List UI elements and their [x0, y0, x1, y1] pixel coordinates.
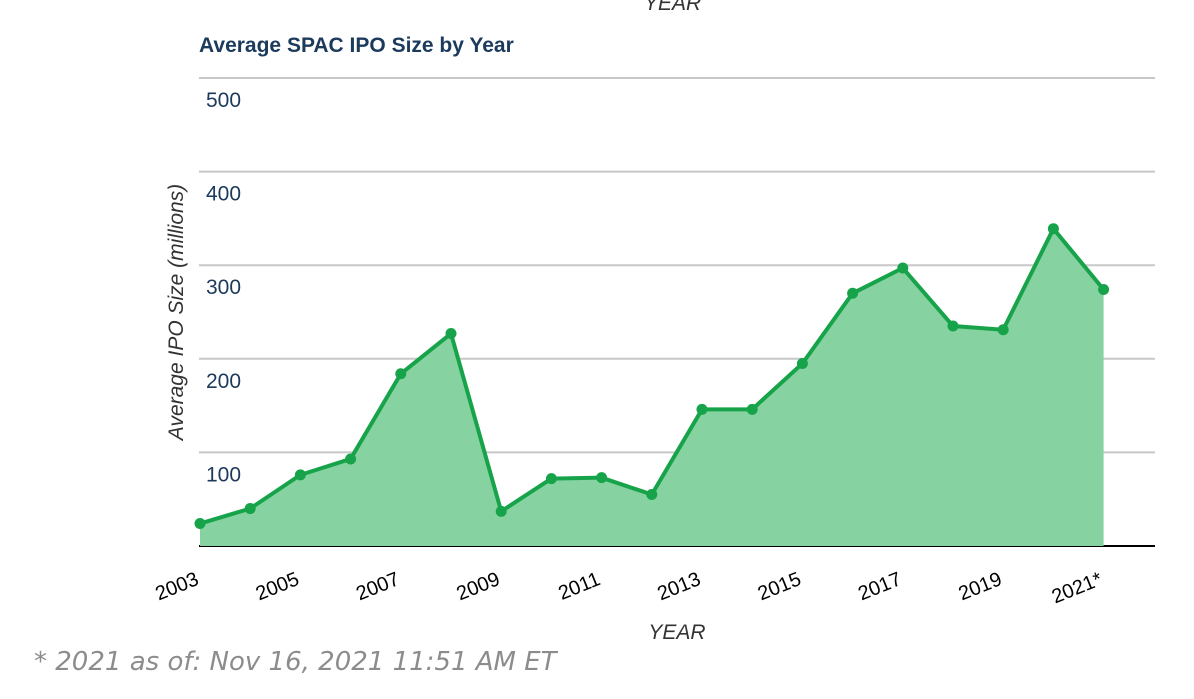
x-tick-labels: 2003 2005 2007 2009 2011 2013 2015 2017 2019 2021…: [152, 568, 1105, 608]
data-point-2017: [897, 262, 909, 274]
chart-title: Average SPAC IPO Size by Year: [199, 34, 514, 57]
data-point-2005: [294, 469, 306, 481]
x-tick-2007: 2007: [353, 568, 403, 605]
y-tick-300: 300: [206, 276, 241, 299]
x-tick-2003: 2003: [152, 568, 202, 605]
y-tick-400: 400: [206, 183, 241, 206]
area-fill: [200, 228, 1104, 547]
x-tick-2005: 2005: [253, 568, 303, 605]
data-point-2006: [345, 453, 357, 465]
y-tick-labels: 100 200 300 400 500: [206, 89, 241, 486]
data-point-2007: [395, 368, 407, 380]
data-point-2004: [244, 503, 256, 515]
data-point-2009: [495, 505, 507, 517]
area-fill-layer: [200, 228, 1104, 547]
data-point-2020: [1047, 223, 1059, 235]
data-point-2008: [445, 328, 457, 340]
data-point-2013: [696, 403, 708, 415]
data-point-2018: [947, 320, 959, 332]
footnote: * 2021 as of: Nov 16, 2021 11:51 AM ET: [34, 647, 557, 677]
x-axis-label: YEAR: [648, 621, 705, 644]
data-point-2019: [997, 324, 1009, 336]
x-tick-2019: 2019: [956, 568, 1006, 605]
y-tick-500: 500: [206, 89, 241, 112]
x-tick-2009: 2009: [454, 568, 504, 605]
x-tick-2015: 2015: [755, 568, 805, 605]
data-point-2012: [646, 489, 658, 501]
data-point-2016: [847, 287, 859, 299]
x-tick-2021*: 2021*: [1049, 568, 1106, 608]
x-tick-2017: 2017: [855, 568, 905, 605]
y-axis-label: Average IPO Size (millions): [165, 184, 188, 442]
data-point-2014: [746, 403, 758, 415]
y-tick-100: 100: [206, 463, 241, 486]
data-point-2011: [596, 472, 608, 484]
data-points: [194, 223, 1110, 530]
top-axis-label: YEAR: [644, 0, 702, 15]
x-tick-2011: 2011: [555, 568, 603, 605]
data-point-2003: [194, 518, 206, 530]
data-point-2015: [796, 357, 808, 369]
y-tick-200: 200: [206, 370, 241, 393]
data-point-2010: [545, 473, 557, 485]
x-tick-2013: 2013: [654, 568, 704, 605]
data-point-2021: [1098, 284, 1110, 296]
